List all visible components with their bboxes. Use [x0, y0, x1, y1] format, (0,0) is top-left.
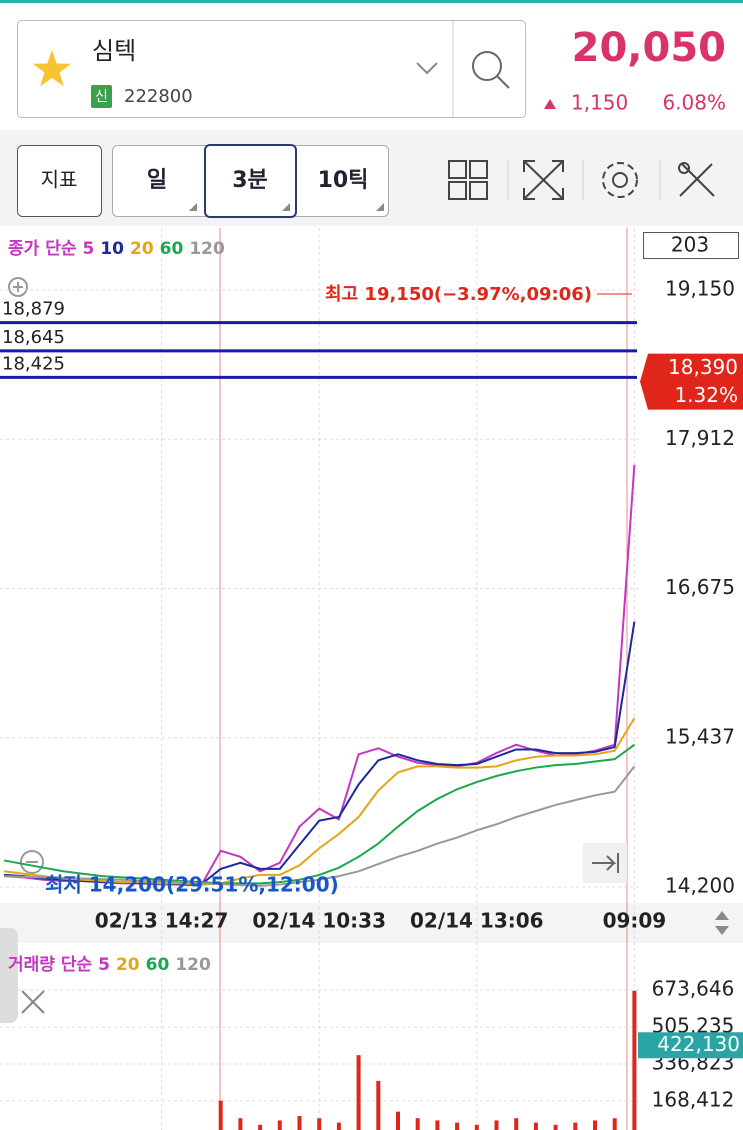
zoom-in[interactable]	[8, 277, 28, 297]
scroll-arrows[interactable]	[715, 911, 729, 935]
volume-bar	[218, 1100, 223, 1130]
volume-bar	[494, 1120, 499, 1130]
corner-marks	[189, 203, 384, 211]
current-price-tag	[640, 353, 743, 410]
volume-bar	[514, 1118, 519, 1130]
volume-bar	[336, 1122, 341, 1130]
legend-item: 20	[130, 239, 154, 259]
search-icon[interactable]	[472, 51, 510, 89]
dropdown-icon[interactable]	[416, 62, 438, 75]
top-bar	[0, 0, 743, 3]
legend-item: 5	[98, 955, 110, 975]
volume-bar	[455, 1122, 460, 1130]
volume-bar	[573, 1122, 578, 1130]
volume-bar	[297, 1116, 302, 1130]
legend-title: 종가 단순	[8, 239, 77, 259]
y-tick-label: 19,150	[665, 276, 735, 300]
current-price: 18,390	[668, 355, 738, 379]
legend-item: 5	[82, 239, 94, 259]
badge	[91, 85, 112, 108]
volume-bar	[356, 1055, 361, 1130]
level-label: 18,879	[2, 299, 65, 320]
x-tick-label: 02/14 13:06	[410, 909, 544, 933]
volume-bar	[533, 1122, 538, 1130]
ma-line	[3, 743, 635, 885]
legend-item: 60	[160, 239, 184, 259]
y-tick-label: 16,675	[665, 575, 735, 599]
settings-icon[interactable]	[602, 162, 638, 198]
period[interactable]: 3분	[232, 168, 268, 193]
volume-bar	[474, 1124, 479, 1130]
legend-title: 거래량 단순	[8, 955, 92, 975]
count-box	[643, 232, 739, 259]
volume-bar	[277, 1120, 282, 1130]
layout-icon[interactable]	[448, 160, 488, 200]
up-arrow	[544, 99, 556, 109]
volume-bar	[376, 1080, 381, 1130]
count: 203	[671, 233, 709, 257]
icon-separators	[507, 160, 661, 200]
change-pct: 6.08%	[662, 91, 726, 115]
volume-bar	[415, 1118, 420, 1130]
level-label: 18,425	[2, 353, 65, 374]
volume-bar	[396, 1111, 400, 1130]
current-volume-tag	[638, 1032, 743, 1059]
low-note: 최저 14,200(29.51%,12:00)	[45, 873, 339, 897]
favorite-star[interactable]	[33, 50, 71, 87]
ma-line	[3, 717, 636, 886]
legend: 거래량 단순 5 20 60 120	[8, 955, 211, 975]
volume-bar	[238, 1118, 243, 1130]
side-tab[interactable]	[0, 928, 18, 1023]
legend: 종가 단순 5 10 20 60 120	[8, 239, 225, 259]
volume-bar	[593, 1120, 597, 1130]
volume-bar	[553, 1124, 558, 1130]
volume-bar	[612, 1118, 617, 1130]
x-tick-label: 09:09	[603, 909, 667, 933]
close-icon[interactable]	[21, 990, 45, 1014]
y-tick-label: 673,646	[652, 977, 735, 1001]
stock-selector[interactable]	[17, 20, 526, 118]
zoom-out[interactable]	[20, 850, 44, 874]
change: 1,150	[571, 91, 628, 115]
y-tick-label: 14,200	[665, 873, 735, 897]
volume-bar	[317, 1118, 322, 1130]
legend-item: 120	[175, 955, 211, 975]
price: 20,050	[572, 25, 726, 71]
volume-bar	[632, 990, 637, 1130]
x-axis-band	[0, 903, 743, 943]
legend-item: 10	[100, 239, 124, 259]
period[interactable]: 10틱	[318, 168, 369, 193]
volume-bar	[258, 1124, 263, 1130]
y-tick-label: 17,912	[665, 426, 735, 450]
high-note: 최고 19,150(−3.97%,09:06)	[325, 284, 592, 305]
stock-name: 심텍	[92, 37, 136, 65]
badge-text: 신	[95, 89, 108, 105]
legend-item: 120	[189, 239, 225, 259]
ma-line	[3, 765, 636, 887]
period-selected[interactable]	[204, 144, 297, 218]
x-tick-label: 02/14 10:33	[252, 909, 386, 933]
volume-bar	[435, 1120, 440, 1130]
indicator-button[interactable]	[17, 145, 102, 217]
current-pct: 1.32%	[674, 383, 738, 407]
indicator-label: 지표	[41, 168, 78, 192]
scroll-end[interactable]	[583, 843, 627, 883]
stock-code: 222800	[124, 86, 193, 107]
y-tick-label: 168,412	[652, 1088, 735, 1112]
legend-item: 20	[116, 955, 140, 975]
level-label: 18,645	[2, 327, 65, 348]
period[interactable]: 일	[147, 168, 167, 193]
current-volume: 422,130	[657, 1032, 740, 1056]
expand-icon[interactable]	[523, 160, 564, 200]
tools-icon[interactable]	[678, 162, 715, 197]
x-tick-label: 02/13 14:27	[95, 909, 229, 933]
y-tick-label: 15,437	[665, 724, 735, 748]
legend-item: 60	[146, 955, 170, 975]
